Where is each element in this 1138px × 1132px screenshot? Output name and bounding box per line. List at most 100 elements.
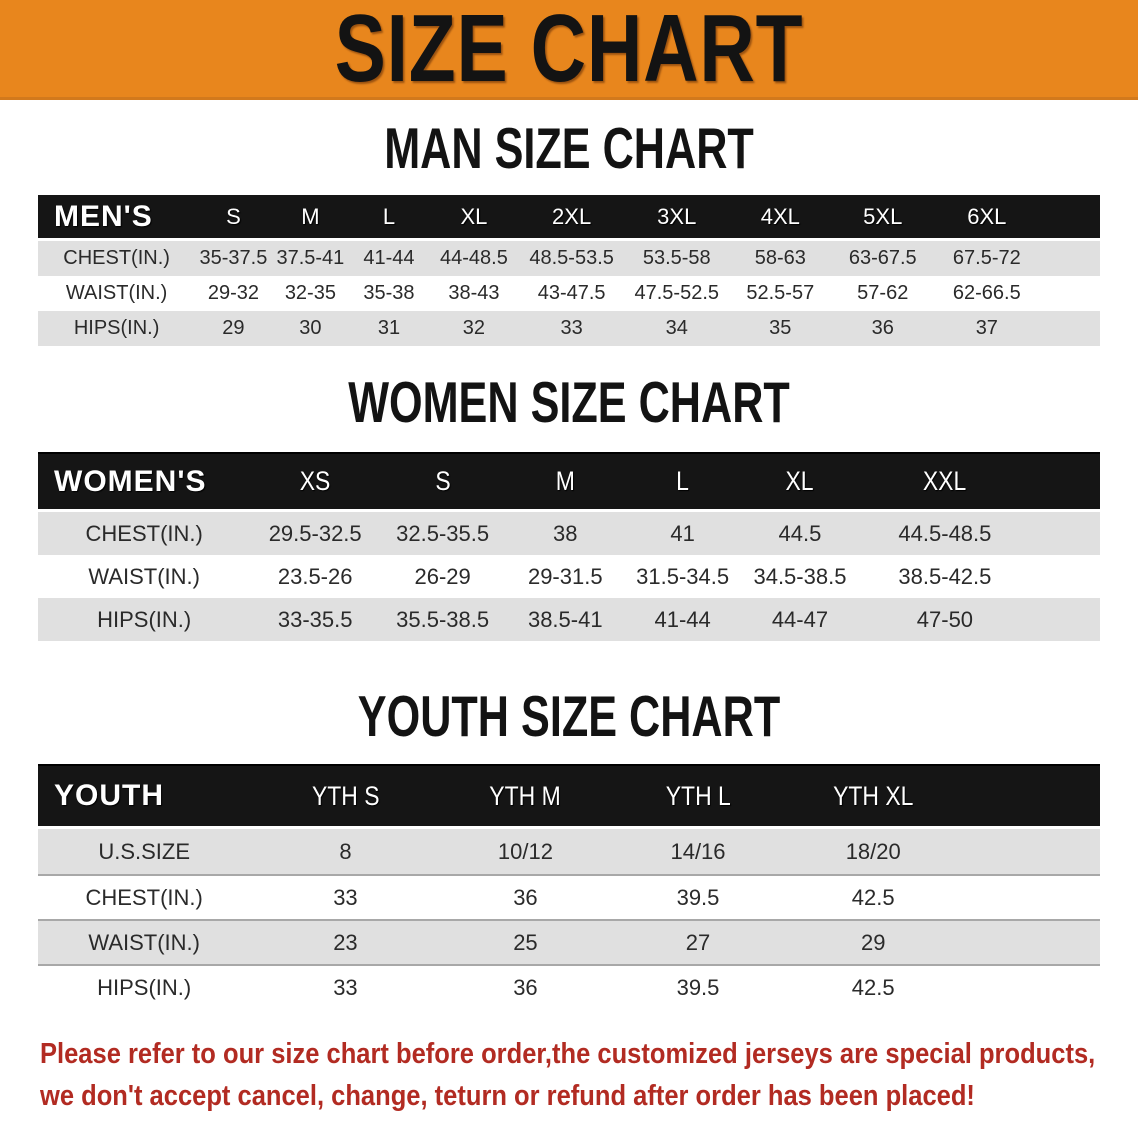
size-value: 32-35 [271, 276, 350, 311]
size-value: 29 [785, 919, 961, 964]
row-label: HIPS(IN.) [38, 311, 196, 346]
row-label: WAIST(IN.) [38, 919, 251, 964]
column-header: 5XL [831, 195, 935, 241]
size-value: 39.5 [610, 964, 786, 1009]
youth-waist-row: WAIST(IN.) 23 25 27 29 [38, 919, 1100, 964]
size-value: 23.5-26 [250, 555, 380, 598]
row-label: WAIST(IN.) [38, 555, 251, 598]
men-size-table: MEN'S S M L XL 2XL 3XL 4XL 5XL 6XL CHEST… [38, 195, 1100, 346]
spacer-cell [1029, 512, 1100, 555]
size-value: 38.5-42.5 [859, 555, 1030, 598]
size-value: 41-44 [349, 241, 429, 276]
column-header: XXL [859, 452, 1030, 512]
column-header: YTH S [250, 764, 441, 829]
men-section-heading: MAN SIZE CHART [0, 117, 1138, 181]
spacer-cell [1029, 598, 1100, 641]
disclaimer-text: Please refer to our size chart before or… [40, 1033, 1138, 1117]
size-value: 63-67.5 [831, 241, 935, 276]
size-value: 33-35.5 [250, 598, 380, 641]
size-value: 53.5-58 [624, 241, 730, 276]
row-label: U.S.SIZE [38, 829, 251, 874]
column-header: M [271, 195, 350, 241]
women-heading-text: WOMEN SIZE CHART [348, 371, 790, 435]
size-value: 44-47 [739, 598, 860, 641]
size-value: 37 [934, 311, 1040, 346]
column-header: YTH L [610, 764, 786, 829]
size-value: 33 [519, 311, 625, 346]
size-value: 34 [624, 311, 730, 346]
row-label: CHEST(IN.) [38, 512, 251, 555]
size-value: 42.5 [785, 874, 961, 919]
size-value: 44-48.5 [428, 241, 520, 276]
row-label: HIPS(IN.) [38, 964, 251, 1009]
column-header: 3XL [624, 195, 730, 241]
column-header: 4XL [729, 195, 832, 241]
spacer-cell [960, 964, 1100, 1009]
size-value: 35-37.5 [195, 241, 272, 276]
size-value: 47-50 [859, 598, 1030, 641]
men-heading-text: MAN SIZE CHART [384, 117, 754, 181]
youth-size-table: YOUTH YTH S YTH M YTH L YTH XL U.S.SIZE … [38, 764, 1100, 1009]
size-value: 36 [831, 311, 935, 346]
women-header-row: WOMEN'S XS S M L XL XXL [38, 452, 1100, 512]
banner-title: SIZE CHART [334, 0, 804, 100]
spacer-cell [960, 829, 1100, 874]
women-table-title: WOMEN'S [38, 452, 251, 512]
size-value: 33 [250, 874, 441, 919]
men-hips-row: HIPS(IN.) 29 30 31 32 33 34 35 36 37 [38, 311, 1100, 346]
size-value: 35-38 [349, 276, 429, 311]
spacer-cell [1029, 555, 1100, 598]
men-header-row: MEN'S S M L XL 2XL 3XL 4XL 5XL 6XL [38, 195, 1100, 241]
men-table-title: MEN'S [38, 195, 196, 241]
column-header: S [195, 195, 272, 241]
size-value: 44.5-48.5 [859, 512, 1030, 555]
size-value: 36 [440, 874, 611, 919]
size-value: 10/12 [440, 829, 611, 874]
size-value: 31 [349, 311, 429, 346]
row-label: HIPS(IN.) [38, 598, 251, 641]
youth-header-row: YOUTH YTH S YTH M YTH L YTH XL [38, 764, 1100, 829]
column-header: L [625, 452, 740, 512]
size-value: 62-66.5 [934, 276, 1040, 311]
size-value: 36 [440, 964, 611, 1009]
youth-chest-row: CHEST(IN.) 33 36 39.5 42.5 [38, 874, 1100, 919]
size-value: 57-62 [831, 276, 935, 311]
women-waist-row: WAIST(IN.) 23.5-26 26-29 29-31.5 31.5-34… [38, 555, 1100, 598]
size-value: 37.5-41 [271, 241, 350, 276]
size-value: 38 [505, 512, 626, 555]
size-value: 38-43 [428, 276, 520, 311]
disclaimer-line-2: we don't accept cancel, change, teturn o… [40, 1080, 975, 1112]
men-chest-row: CHEST(IN.) 35-37.5 37.5-41 41-44 44-48.5… [38, 241, 1100, 276]
column-header: M [505, 452, 626, 512]
size-value: 58-63 [729, 241, 832, 276]
column-header: XL [739, 452, 860, 512]
spacer-cell [960, 874, 1100, 919]
column-header: XL [428, 195, 520, 241]
size-value: 32 [428, 311, 520, 346]
women-size-table: WOMEN'S XS S M L XL XXL CHEST(IN.) 29.5-… [38, 452, 1100, 641]
youth-ussize-row: U.S.SIZE 8 10/12 14/16 18/20 [38, 829, 1100, 874]
size-value: 14/16 [610, 829, 786, 874]
size-value: 23 [250, 919, 441, 964]
size-value: 41 [625, 512, 740, 555]
spacer-cell [960, 764, 1100, 829]
column-header: 2XL [519, 195, 625, 241]
size-value: 43-47.5 [519, 276, 625, 311]
row-label: CHEST(IN.) [38, 874, 251, 919]
spacer-cell [1039, 241, 1100, 276]
row-label: CHEST(IN.) [38, 241, 196, 276]
size-value: 35 [729, 311, 832, 346]
men-waist-row: WAIST(IN.) 29-32 32-35 35-38 38-43 43-47… [38, 276, 1100, 311]
spacer-cell [1029, 452, 1100, 512]
youth-section-heading: YOUTH SIZE CHART [0, 685, 1138, 749]
size-value: 48.5-53.5 [519, 241, 625, 276]
size-value: 29 [195, 311, 272, 346]
column-header: YTH M [440, 764, 611, 829]
row-label: WAIST(IN.) [38, 276, 196, 311]
column-header: XS [250, 452, 380, 512]
youth-heading-text: YOUTH SIZE CHART [357, 685, 781, 749]
spacer-cell [1039, 276, 1100, 311]
size-value: 67.5-72 [934, 241, 1040, 276]
spacer-cell [1039, 195, 1100, 241]
spacer-cell [960, 919, 1100, 964]
